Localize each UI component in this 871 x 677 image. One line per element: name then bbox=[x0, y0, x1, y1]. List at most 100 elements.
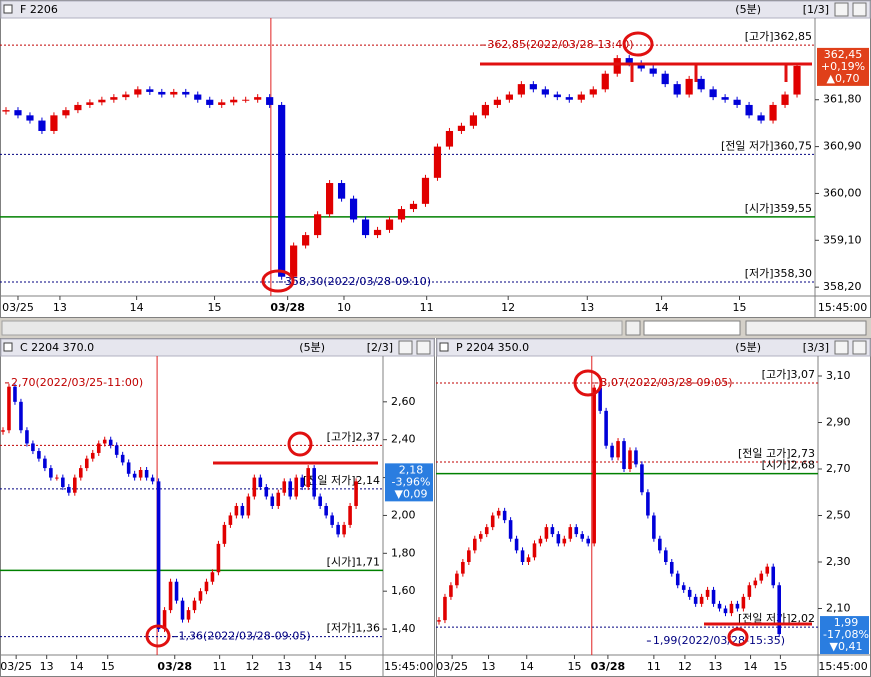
candle bbox=[634, 450, 638, 465]
close-button[interactable] bbox=[852, 340, 867, 355]
x-tick-label: 15:45:00 bbox=[818, 660, 867, 673]
candle bbox=[120, 454, 125, 463]
candle bbox=[652, 515, 656, 539]
candle bbox=[96, 443, 101, 453]
candle bbox=[210, 572, 215, 582]
scroll-thumb[interactable] bbox=[1, 320, 623, 336]
candle bbox=[361, 219, 370, 236]
price: 1,99 bbox=[834, 616, 859, 629]
annotation: 362,85(2022/03/28-13:40) bbox=[487, 38, 633, 51]
price-box bbox=[817, 47, 869, 86]
annotation: 2,70(2022/03/25-11:00) bbox=[11, 376, 143, 389]
candle bbox=[741, 596, 746, 609]
candle bbox=[278, 104, 286, 277]
close-button[interactable] bbox=[416, 340, 431, 355]
candle bbox=[709, 89, 717, 98]
y-tick-label: 2,90 bbox=[826, 415, 851, 428]
panel-period: (5분) bbox=[735, 341, 761, 354]
candle bbox=[723, 608, 728, 614]
candle bbox=[222, 524, 227, 544]
candle bbox=[753, 580, 758, 586]
x-tick-label: 14 bbox=[70, 660, 84, 673]
panel-title: F 2206 bbox=[20, 3, 58, 16]
restore-button[interactable] bbox=[834, 2, 849, 17]
candle bbox=[443, 596, 447, 621]
candle bbox=[505, 94, 513, 100]
x-tick-label: 14 bbox=[744, 660, 758, 673]
candle bbox=[326, 183, 334, 215]
candle bbox=[348, 505, 352, 525]
checkbox[interactable] bbox=[3, 4, 13, 14]
panel-title: P 2204 350.0 bbox=[456, 341, 529, 354]
candle bbox=[484, 527, 489, 535]
level-label: [전일 저가]360,75 bbox=[721, 138, 812, 152]
candle bbox=[541, 89, 549, 95]
candle bbox=[473, 538, 477, 551]
restore-button[interactable] bbox=[834, 340, 849, 355]
candle bbox=[318, 496, 322, 506]
candle bbox=[276, 492, 281, 506]
candle bbox=[580, 534, 585, 539]
x-tick-label: 13 bbox=[53, 301, 67, 314]
candle bbox=[258, 477, 263, 488]
level-label: [고가]3,07 bbox=[762, 368, 815, 381]
x-tick-label: 14 bbox=[520, 660, 534, 673]
x-tick-label: 10 bbox=[337, 301, 351, 314]
candle bbox=[86, 102, 94, 105]
annotation: 3,07(2022/03/28-09:05) bbox=[600, 376, 732, 389]
candle bbox=[421, 177, 430, 204]
y-tick-label: 3,10 bbox=[826, 369, 851, 382]
x-tick-label: 12 bbox=[246, 660, 260, 673]
candle bbox=[330, 515, 334, 525]
candle bbox=[769, 104, 777, 121]
toolbar[interactable] bbox=[745, 320, 867, 336]
x-tick-label: 12 bbox=[501, 301, 515, 314]
checkbox[interactable] bbox=[3, 342, 13, 352]
candle bbox=[777, 585, 781, 635]
candle bbox=[445, 130, 454, 147]
candle bbox=[2, 110, 10, 112]
level-label: [전일 저가]2,02 bbox=[738, 611, 815, 625]
candle bbox=[469, 115, 478, 126]
close-button[interactable] bbox=[852, 2, 867, 17]
x-tick-label: 14 bbox=[130, 301, 144, 314]
x-tick-label: 14 bbox=[308, 660, 322, 673]
candle bbox=[687, 589, 692, 597]
circle-mark bbox=[573, 369, 603, 397]
candle bbox=[1, 430, 5, 432]
candle bbox=[246, 496, 251, 516]
candle bbox=[31, 443, 35, 452]
x-tick-label: 12 bbox=[678, 660, 692, 673]
title-bar bbox=[436, 338, 871, 357]
price-box bbox=[385, 463, 433, 502]
candle bbox=[146, 89, 154, 92]
x-tick-label: 15 bbox=[338, 660, 352, 673]
candle bbox=[693, 596, 698, 604]
candle bbox=[481, 104, 489, 116]
candle bbox=[204, 581, 209, 592]
candle bbox=[126, 462, 131, 474]
zoom-slider[interactable] bbox=[643, 320, 741, 336]
candle bbox=[553, 94, 561, 98]
candle bbox=[78, 468, 83, 478]
candle bbox=[55, 477, 59, 479]
candle bbox=[613, 58, 621, 74]
candle bbox=[264, 487, 269, 497]
candle bbox=[158, 91, 166, 95]
candle bbox=[508, 520, 513, 539]
scrollbar[interactable] bbox=[0, 318, 871, 338]
candle bbox=[300, 477, 305, 488]
checkbox[interactable] bbox=[439, 342, 449, 352]
line-mark bbox=[480, 62, 812, 82]
candle bbox=[771, 566, 776, 586]
candle bbox=[138, 469, 143, 478]
change: ▲0,70 bbox=[827, 72, 860, 85]
scroll-button[interactable] bbox=[625, 320, 641, 336]
candle bbox=[793, 65, 801, 95]
restore-button[interactable] bbox=[398, 340, 413, 355]
candle bbox=[735, 603, 740, 609]
y-tick-label: 2,00 bbox=[391, 508, 416, 521]
change-pct: +0,19% bbox=[821, 60, 865, 73]
candle bbox=[433, 146, 442, 178]
candle bbox=[294, 477, 299, 497]
